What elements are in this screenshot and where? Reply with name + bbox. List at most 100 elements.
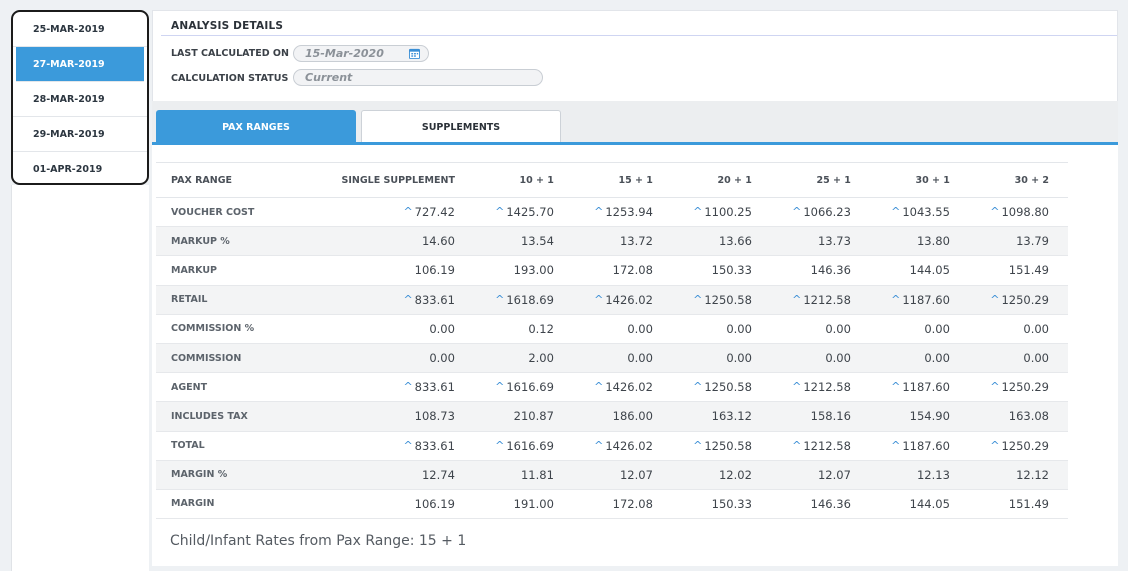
table-cell: 0.00 <box>305 314 474 344</box>
table-cell[interactable]: ^ 1043.55 <box>869 197 969 228</box>
table-cell[interactable]: ^ 1212.58 <box>770 285 870 315</box>
table-cell: 0.00 <box>968 314 1068 344</box>
table-cell[interactable]: ^ 1187.60 <box>869 372 969 403</box>
chevron-up-icon[interactable]: ^ <box>403 292 413 306</box>
table-cell[interactable]: ^ 1426.02 <box>572 372 672 403</box>
child-infant-rates-note: Child/Infant Rates from Pax Range: 15 + … <box>170 533 467 549</box>
table-cell[interactable]: ^ 1098.80 <box>968 197 1068 228</box>
table-cell[interactable]: ^ 1426.02 <box>572 285 672 315</box>
chevron-up-icon[interactable]: ^ <box>990 380 1000 394</box>
chevron-up-icon[interactable]: ^ <box>891 292 901 306</box>
table-cell[interactable]: ^ 1250.29 <box>968 431 1068 461</box>
table-cell[interactable]: ^ 833.61 <box>305 372 474 403</box>
table-cell[interactable]: ^ 1187.60 <box>869 431 969 461</box>
cell-value: 1043.55 <box>902 205 950 220</box>
calendar-icon[interactable] <box>409 48 420 59</box>
table-cell[interactable]: ^ 1100.25 <box>671 197 771 228</box>
chevron-up-icon[interactable]: ^ <box>495 292 505 306</box>
table-cell: 11.81 <box>473 460 573 490</box>
calculation-status-value: Current <box>305 71 353 84</box>
chevron-up-icon[interactable]: ^ <box>403 380 413 394</box>
cell-value: 108.73 <box>414 409 455 424</box>
chevron-up-icon[interactable]: ^ <box>693 438 703 452</box>
cell-value: 193.00 <box>513 263 554 278</box>
last-calculated-field[interactable]: 15-Mar-2020 <box>293 45 429 62</box>
chevron-up-icon[interactable]: ^ <box>693 292 703 306</box>
chevron-up-icon[interactable]: ^ <box>891 380 901 394</box>
table-cell[interactable]: ^ 1250.58 <box>671 431 771 461</box>
table-cell[interactable]: ^ 1425.70 <box>473 197 573 228</box>
cell-value: 1187.60 <box>902 438 950 453</box>
cell-value: 0.00 <box>924 351 950 366</box>
row-label: VOUCHER COST <box>156 197 306 228</box>
table-cell[interactable]: ^ 1066.23 <box>770 197 870 228</box>
cell-value: 1616.69 <box>506 380 554 395</box>
table-cell: 12.13 <box>869 460 969 490</box>
table-cell[interactable]: ^ 833.61 <box>305 285 474 315</box>
table-cell[interactable]: ^ 727.42 <box>305 197 474 228</box>
cell-value: 13.73 <box>817 234 851 249</box>
table-cell[interactable]: ^ 1250.29 <box>968 285 1068 315</box>
chevron-up-icon[interactable]: ^ <box>594 205 604 219</box>
table-cell[interactable]: ^ 1616.69 <box>473 431 573 461</box>
cell-value: 1212.58 <box>803 380 851 395</box>
chevron-up-icon[interactable]: ^ <box>792 380 802 394</box>
chevron-up-icon[interactable]: ^ <box>594 380 604 394</box>
date-item[interactable]: 29-MAR-2019 <box>13 117 147 152</box>
cell-value: 833.61 <box>414 292 455 307</box>
table-cell: 151.49 <box>968 255 1068 286</box>
table-row: MARGIN 106.19 191.00 172.08 150.33 146.36 144.… <box>156 489 1068 520</box>
date-item[interactable]: 01-APR-2019 <box>33 164 103 175</box>
cell-value: 150.33 <box>711 496 752 511</box>
chevron-up-icon[interactable]: ^ <box>792 205 802 219</box>
chevron-up-icon[interactable]: ^ <box>990 438 1000 452</box>
cell-value: 144.05 <box>909 263 950 278</box>
table-cell[interactable]: ^ 1250.58 <box>671 372 771 403</box>
tab-supplements[interactable]: SUPPLEMENTS <box>361 110 561 143</box>
chevron-up-icon[interactable]: ^ <box>693 205 703 219</box>
chevron-up-icon[interactable]: ^ <box>891 205 901 219</box>
table-cell[interactable]: ^ 1212.58 <box>770 372 870 403</box>
row-label: MARKUP % <box>156 226 306 257</box>
table-cell[interactable]: ^ 1250.58 <box>671 285 771 315</box>
tab-pax-ranges[interactable]: PAX RANGES <box>156 110 356 145</box>
chevron-up-icon[interactable]: ^ <box>403 438 413 452</box>
cell-value: 833.61 <box>414 380 455 395</box>
table-cell[interactable]: ^ 1212.58 <box>770 431 870 461</box>
table-cell: 0.00 <box>671 343 771 374</box>
table-cell: 0.00 <box>869 343 969 374</box>
date-item[interactable]: 28-MAR-2019 <box>13 82 147 117</box>
chevron-up-icon[interactable]: ^ <box>792 292 802 306</box>
chevron-up-icon[interactable]: ^ <box>792 438 802 452</box>
table-cell: 2.00 <box>473 343 573 374</box>
cell-value: 833.61 <box>414 438 455 453</box>
chevron-up-icon[interactable]: ^ <box>891 438 901 452</box>
table-cell[interactable]: ^ 1250.29 <box>968 372 1068 403</box>
table-cell[interactable]: ^ 1616.69 <box>473 372 573 403</box>
table-cell: 146.36 <box>770 489 870 520</box>
chevron-up-icon[interactable]: ^ <box>495 205 505 219</box>
chevron-up-icon[interactable]: ^ <box>693 380 703 394</box>
table-cell: 163.12 <box>671 401 771 432</box>
table-cell[interactable]: ^ 1618.69 <box>473 285 573 315</box>
table-cell[interactable]: ^ 1253.94 <box>572 197 672 228</box>
table-cell[interactable]: ^ 1426.02 <box>572 431 672 461</box>
chevron-up-icon[interactable]: ^ <box>594 292 604 306</box>
chevron-up-icon[interactable]: ^ <box>990 205 1000 219</box>
chevron-up-icon[interactable]: ^ <box>594 438 604 452</box>
table-cell: 0.00 <box>770 314 870 344</box>
date-item[interactable]: 25-MAR-2019 <box>13 12 147 47</box>
cell-value: 1187.60 <box>902 380 950 395</box>
cell-value: 172.08 <box>612 496 653 511</box>
date-item[interactable]: 27-MAR-2019 <box>16 47 144 82</box>
chevron-up-icon[interactable]: ^ <box>403 205 413 219</box>
main-panel: ANALYSIS DETAILS LAST CALCULATED ON 15-M… <box>152 10 1118 566</box>
cell-value: 0.00 <box>429 351 455 366</box>
table-cell[interactable]: ^ 833.61 <box>305 431 474 461</box>
cell-value: 0.00 <box>726 321 752 336</box>
table-cell[interactable]: ^ 1187.60 <box>869 285 969 315</box>
chevron-up-icon[interactable]: ^ <box>990 292 1000 306</box>
chevron-up-icon[interactable]: ^ <box>495 380 505 394</box>
cell-value: 13.80 <box>916 234 950 249</box>
chevron-up-icon[interactable]: ^ <box>495 438 505 452</box>
